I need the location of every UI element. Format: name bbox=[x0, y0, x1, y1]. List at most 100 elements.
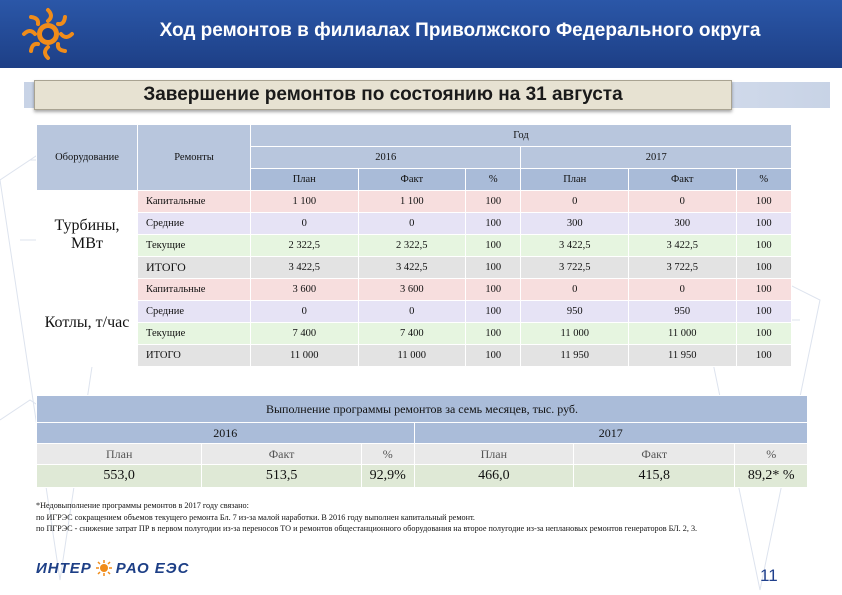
cell: 7 400 bbox=[250, 322, 359, 345]
cell: 100 bbox=[735, 322, 793, 345]
value-plan-2016: 553,0 bbox=[35, 464, 203, 488]
table-row: Средние 0 0 100 300 300 100 bbox=[37, 212, 793, 235]
cell: 100 bbox=[735, 256, 793, 279]
repair-type: Средние bbox=[137, 300, 251, 323]
cell: 100 bbox=[735, 190, 793, 213]
cell: 2 322,5 bbox=[357, 234, 467, 257]
program-table: Выполнение программы ремонтов за семь ме… bbox=[35, 395, 809, 488]
cell: 3 600 bbox=[357, 278, 467, 301]
cell: 11 000 bbox=[628, 322, 737, 345]
header-year-2016: 2016 bbox=[249, 146, 522, 169]
cell: 100 bbox=[735, 234, 793, 257]
repair-type: ИТОГО bbox=[137, 344, 251, 367]
table-row: Текущие 2 322,5 2 322,5 100 3 422,5 3 42… bbox=[37, 234, 793, 257]
cell: 100 bbox=[465, 300, 522, 323]
cell: 11 000 bbox=[520, 322, 630, 345]
repair-type: Текущие bbox=[137, 234, 251, 257]
footnotes: *Недовыполнение программы ремонтов в 201… bbox=[36, 500, 796, 535]
header-repairs: Ремонты bbox=[137, 124, 251, 191]
cell: 3 422,5 bbox=[520, 234, 630, 257]
value-pct-2017: 89,2* % bbox=[734, 464, 808, 488]
page-number: 11 bbox=[760, 566, 778, 585]
subtitle: Завершение ремонтов по состоянию на 31 а… bbox=[34, 80, 732, 110]
value-pct-2016: 92,9% bbox=[360, 464, 415, 488]
header-pct: % bbox=[735, 168, 793, 191]
header-year-2017: 2017 bbox=[520, 146, 792, 169]
cell: 100 bbox=[465, 256, 522, 279]
header-year: Год bbox=[250, 124, 792, 147]
cell: 950 bbox=[628, 300, 737, 323]
cell: 300 bbox=[628, 212, 737, 235]
cell: 7 400 bbox=[357, 322, 467, 345]
cell: 3 422,5 bbox=[628, 234, 737, 257]
footnote-line: *Недовыполнение программы ремонтов в 201… bbox=[36, 501, 249, 510]
table-row: ИТОГО 11 000 11 000 100 11 950 11 950 10… bbox=[37, 344, 793, 367]
cell: 100 bbox=[465, 278, 522, 301]
repairs-table: Оборудование Ремонты Год 2016 2017 План … bbox=[36, 124, 793, 367]
cell: 11 950 bbox=[628, 344, 737, 367]
logo-text-right: РАО ЕЭС bbox=[115, 560, 190, 577]
cell: 100 bbox=[735, 300, 793, 323]
cell: 100 bbox=[465, 234, 522, 257]
footnote-line: по ПГРЭС - снижение затрат ПР в первом п… bbox=[36, 524, 698, 533]
cell: 100 bbox=[735, 212, 793, 235]
cell: 3 722,5 bbox=[628, 256, 737, 279]
cell: 0 bbox=[357, 300, 467, 323]
cell: 100 bbox=[735, 344, 793, 367]
footnote-line: по ИГРЭС сокращением объемов текущего ре… bbox=[36, 512, 475, 522]
cell: 3 422,5 bbox=[357, 256, 467, 279]
header-plan: План bbox=[520, 168, 630, 191]
value-plan-2017: 466,0 bbox=[413, 464, 575, 488]
cell: 3 600 bbox=[250, 278, 359, 301]
value-fact-2017: 415,8 bbox=[573, 464, 736, 488]
cell: 3 422,5 bbox=[250, 256, 359, 279]
header-bar bbox=[0, 0, 842, 68]
header-fact: Факт bbox=[357, 168, 467, 191]
cell: 100 bbox=[465, 190, 522, 213]
cell: 0 bbox=[520, 278, 630, 301]
cell: 1 100 bbox=[250, 190, 359, 213]
cell: 100 bbox=[465, 344, 522, 367]
cell: 11 950 bbox=[520, 344, 630, 367]
equipment-turbines: Турбины, МВт bbox=[36, 190, 138, 279]
logo-text-left: ИНТЕР bbox=[36, 560, 92, 577]
cell: 0 bbox=[250, 212, 359, 235]
cell: 300 bbox=[520, 212, 630, 235]
program-caption: Выполнение программы ремонтов за семь ме… bbox=[36, 395, 808, 423]
company-logo: ИНТЕР РАО ЕЭС bbox=[36, 560, 189, 577]
table-row: Турбины, МВт Капитальные 1 100 1 100 100… bbox=[36, 190, 793, 279]
value-fact-2016: 513,5 bbox=[201, 464, 362, 488]
header-plan: План bbox=[250, 168, 359, 191]
repair-type: Средние bbox=[137, 212, 251, 235]
repair-type: Капитальные bbox=[137, 190, 251, 213]
header-equipment: Оборудование bbox=[36, 124, 138, 191]
table-row: ИТОГО 3 422,5 3 422,5 100 3 722,5 3 722,… bbox=[37, 256, 793, 279]
program-year-2016: 2016 bbox=[36, 422, 415, 444]
cell: 0 bbox=[628, 190, 737, 213]
table-row: Средние 0 0 100 950 950 100 bbox=[37, 300, 793, 323]
cell: 0 bbox=[520, 190, 630, 213]
cell: 0 bbox=[357, 212, 467, 235]
sun-logo-icon bbox=[22, 8, 74, 60]
repair-type: Текущие bbox=[137, 322, 251, 345]
equipment-boilers: Котлы, т/час bbox=[36, 278, 138, 367]
cell: 0 bbox=[628, 278, 737, 301]
repair-type: ИТОГО bbox=[137, 256, 251, 279]
header-pct: % bbox=[465, 168, 522, 191]
cell: 100 bbox=[465, 212, 522, 235]
cell: 3 722,5 bbox=[520, 256, 630, 279]
cell: 100 bbox=[735, 278, 793, 301]
cell: 0 bbox=[250, 300, 359, 323]
label-fact-2017: Факт bbox=[573, 443, 736, 465]
cell: 1 100 bbox=[357, 190, 467, 213]
cell: 950 bbox=[520, 300, 630, 323]
cell: 2 322,5 bbox=[250, 234, 359, 257]
page-title: Ход ремонтов в филиалах Приволжского Фед… bbox=[159, 20, 761, 41]
sun-icon bbox=[95, 560, 112, 576]
label-fact-2016: Факт bbox=[201, 443, 362, 465]
program-year-2017: 2017 bbox=[413, 422, 809, 444]
cell: 11 000 bbox=[357, 344, 467, 367]
label-plan-2017: План bbox=[413, 443, 575, 465]
cell: 100 bbox=[465, 322, 522, 345]
table-row: Котлы, т/час Капитальные 3 600 3 600 100… bbox=[36, 278, 793, 367]
